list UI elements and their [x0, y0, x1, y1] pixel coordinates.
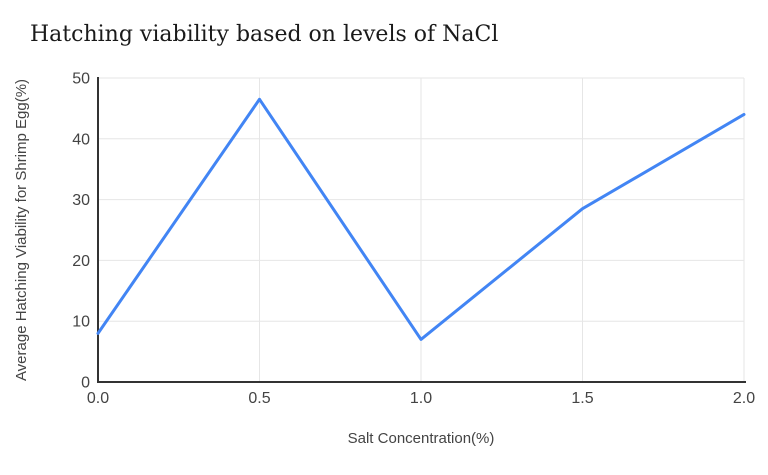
y-tick-label: 50	[72, 71, 90, 88]
x-tick-label: 0.5	[248, 390, 270, 407]
y-tick-label: 30	[72, 192, 90, 209]
x-tick-label: 1.5	[571, 390, 593, 407]
x-axis-title: Salt Concentration(%)	[347, 430, 495, 447]
y-tick-label: 20	[72, 253, 90, 270]
y-axis-title: Average Hatching Viability for Shrimp Eg…	[13, 78, 30, 382]
y-tick-label: 0	[81, 375, 90, 392]
x-tick-label: 2.0	[733, 390, 755, 407]
y-tick-label: 40	[72, 131, 90, 148]
data-series-line	[96, 97, 746, 341]
x-tick-label: 1.0	[410, 390, 432, 407]
chart-title: Hatching viability based on levels of Na…	[30, 22, 499, 47]
y-tick-label: 10	[72, 314, 90, 331]
x-tick-label: 0.0	[87, 390, 109, 407]
